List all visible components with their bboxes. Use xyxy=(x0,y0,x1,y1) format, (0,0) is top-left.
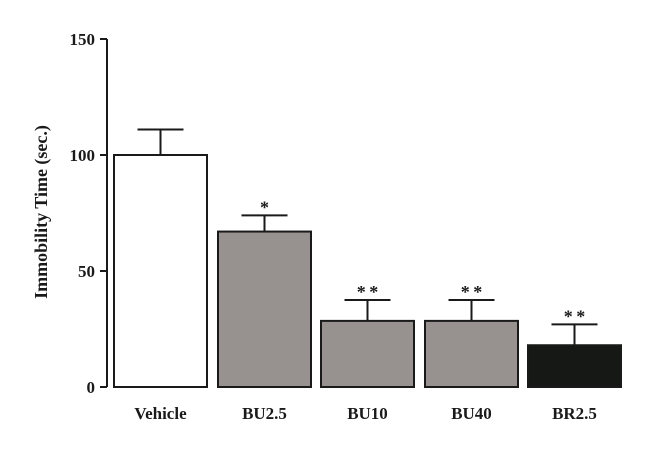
y-tick-label: 0 xyxy=(87,378,96,397)
significance-label: * * xyxy=(461,282,483,302)
x-category-label: BU10 xyxy=(347,404,388,423)
significance-label: * * xyxy=(564,306,586,326)
bars-layer xyxy=(113,154,622,389)
bar-bu10 xyxy=(320,319,415,389)
x-category-label: BU40 xyxy=(451,404,492,423)
y-tick-label: 150 xyxy=(70,30,96,49)
bar-br2-5 xyxy=(527,344,622,388)
significance-label: * xyxy=(260,197,269,217)
x-category-label: BR2.5 xyxy=(552,404,597,423)
y-axis-title: Immobility Time (sec.) xyxy=(31,125,52,299)
y-tick-label: 50 xyxy=(78,262,95,281)
axes-layer xyxy=(100,38,108,388)
bar-bu2-5 xyxy=(217,230,312,388)
error-bars-layer xyxy=(137,128,598,346)
x-category-label: Vehicle xyxy=(134,404,187,423)
y-tick-label: 100 xyxy=(70,146,96,165)
bar-bu40 xyxy=(424,319,519,389)
x-category-label: BU2.5 xyxy=(242,404,287,423)
labels-layer: 0 50 100 150 Vehicle * BU2.5 * * BU10 * * BU40 * * B… xyxy=(70,30,597,423)
bar-vehicle xyxy=(113,154,208,388)
significance-label: * * xyxy=(357,282,379,302)
